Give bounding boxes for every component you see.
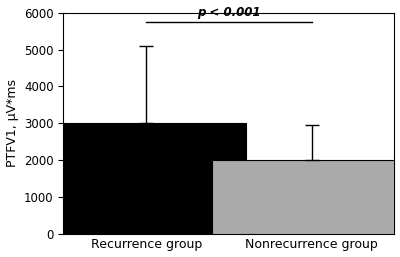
Bar: [47, 123, 246, 234]
Bar: [212, 160, 400, 234]
Y-axis label: PTFV1, μV*ms: PTFV1, μV*ms: [6, 79, 18, 167]
Text: p < 0.001: p < 0.001: [197, 6, 261, 19]
